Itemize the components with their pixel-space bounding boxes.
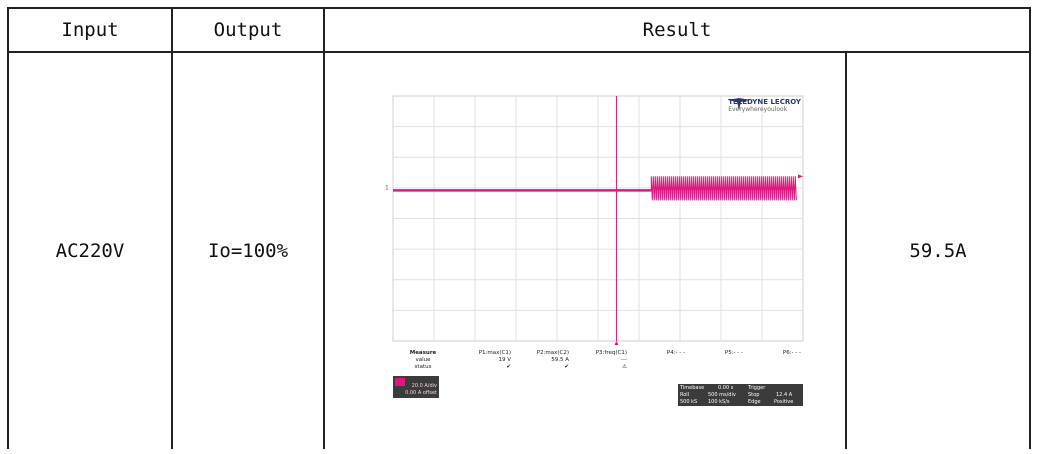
header-result: Result (323, 7, 1031, 53)
timebase-label: Timebase (680, 385, 705, 391)
header-input: Input (7, 7, 173, 53)
measure-p1: P1:max(C1) (478, 350, 511, 356)
result-table: Input Output Result AC220V Io=100% 1 TEL… (7, 7, 1031, 449)
trace-level-marker (798, 174, 803, 179)
trace-label: 1 (385, 184, 389, 191)
trigger-level: 12.4 A (776, 392, 793, 398)
measure-status-row: status ✔ ✔ ⚠ (393, 364, 803, 371)
timebase-samples: 500 kS (680, 399, 698, 405)
trigger-mode: Stop (748, 392, 760, 398)
trace-ripple (650, 176, 797, 201)
measure-table: Measure P1:max(C1) P2:max(C2) P3:freq(C1… (393, 350, 803, 371)
status-p1: ✔ (506, 364, 511, 370)
channel-descriptor: 20.0 A/div 0.00 A offset (393, 376, 439, 398)
trigger-slope: Positive (774, 399, 794, 405)
measure-label: Measure (409, 350, 437, 356)
cell-result: 59.5A (845, 51, 1031, 449)
measure-p4: P4:- - - (666, 350, 685, 356)
value-p2: 59.5 A (551, 357, 569, 363)
channel-offset: 0.00 A offset (405, 390, 437, 396)
timebase-trigger-panel: Timebase 0.00 s Roll 500 ms/div 500 kS 1… (678, 384, 803, 406)
oscilloscope-screenshot: 1 TELEDYNE LECROY Everywhereyoulook Meas… (363, 88, 807, 414)
status-label: status (414, 364, 432, 370)
measure-p3: P3:freq(C1) (595, 350, 627, 356)
trigger-type: Edge (748, 399, 761, 405)
timebase-mode: Roll (680, 392, 690, 398)
status-p2: ✔ (564, 364, 569, 370)
measure-p6: P6:- - - (782, 350, 801, 356)
cell-input: AC220V (7, 51, 173, 449)
measure-p5: P5:- - - (724, 350, 743, 356)
timebase-rate: 100 kS/s (708, 399, 730, 405)
header-output: Output (171, 7, 325, 53)
eagle-icon (728, 98, 751, 110)
trigger-marker (614, 341, 619, 345)
header-row: Input Output Result (7, 7, 1031, 53)
data-row: AC220V Io=100% 1 TELEDYNE LECROY Everywh… (7, 51, 1031, 449)
value-p1: 19 V (498, 357, 511, 363)
value-p3: --- (621, 357, 627, 363)
measure-value-row: value 19 V 59.5 A --- (393, 357, 803, 364)
cell-output: Io=100% (171, 51, 325, 449)
brand-tagline: Everywhereyoulook (728, 106, 788, 113)
status-p3: ⚠ (622, 364, 627, 370)
brand-name: TELEDYNE LECROY (728, 98, 801, 106)
timebase-value: 0.00 s (718, 385, 734, 391)
channel-color-tag (395, 378, 405, 386)
scope-grid: 1 (385, 95, 804, 345)
trigger-label: Trigger (748, 385, 766, 391)
measure-header-row: Measure P1:max(C1) P2:max(C2) P3:freq(C1… (393, 350, 803, 357)
channel-scale: 20.0 A/div (411, 383, 437, 389)
measure-p2: P2:max(C2) (536, 350, 569, 356)
cell-scope: 1 TELEDYNE LECROY Everywhereyoulook Meas… (323, 51, 847, 449)
timebase-div: 500 ms/div (708, 392, 736, 398)
teledyne-logo: TELEDYNE LECROY Everywhereyoulook (728, 98, 801, 114)
value-label: value (415, 357, 431, 363)
